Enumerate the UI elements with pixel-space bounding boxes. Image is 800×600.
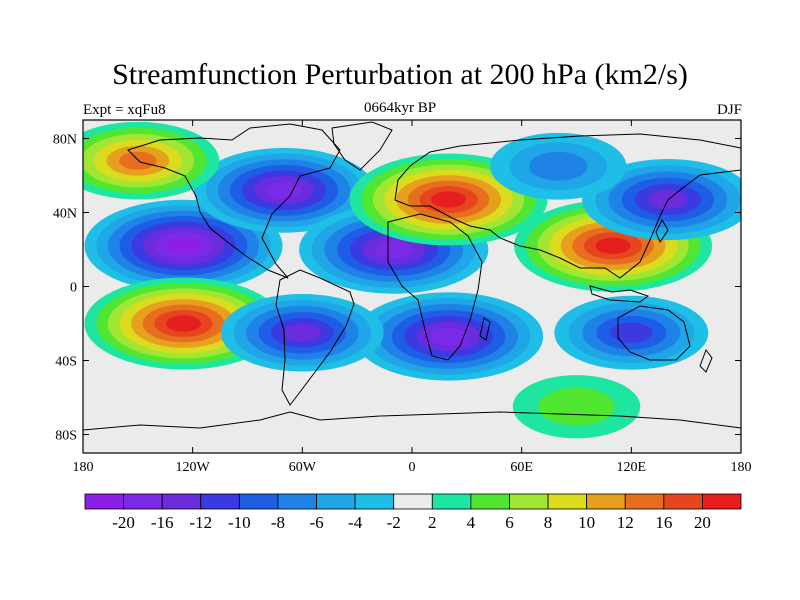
contour-band bbox=[431, 191, 467, 208]
colorbar-label: -10 bbox=[228, 513, 251, 532]
colorbar-swatch bbox=[431, 493, 472, 510]
colorbar-swatch bbox=[200, 493, 240, 510]
anomaly-center bbox=[349, 153, 548, 246]
lat-tick-label: 80N bbox=[53, 133, 77, 148]
colorbar-swatch bbox=[393, 493, 433, 510]
colorbar-swatch bbox=[624, 493, 665, 510]
lon-tick-label: 0 bbox=[409, 460, 416, 475]
map-title: Streamfunction Perturbation at 200 hPa (… bbox=[112, 58, 688, 91]
anomaly-center bbox=[220, 293, 384, 372]
coastline-indonesia bbox=[589, 285, 650, 303]
colorbar-label: -12 bbox=[189, 513, 212, 532]
colorbar-swatch bbox=[470, 493, 510, 510]
contour-band bbox=[429, 327, 468, 346]
colorbar-label: 20 bbox=[694, 513, 711, 532]
contour-band bbox=[528, 151, 588, 181]
colorbar-label: -4 bbox=[348, 513, 363, 532]
anomaly-center bbox=[490, 132, 627, 200]
lon-tick-label: 60E bbox=[510, 460, 533, 475]
coastline-africa bbox=[387, 213, 483, 361]
colorbar-swatch bbox=[586, 493, 626, 510]
coastline-north-america bbox=[127, 123, 341, 279]
contour-band bbox=[166, 315, 201, 332]
lat-tick-label: 0 bbox=[70, 281, 77, 296]
lon-tick-label: 120E bbox=[617, 460, 647, 475]
colorbar-swatch bbox=[123, 493, 163, 510]
contour-band bbox=[374, 240, 413, 259]
anomaly-center bbox=[84, 199, 283, 292]
colorbar-label: -6 bbox=[309, 513, 323, 532]
coastline-south-america bbox=[275, 269, 355, 406]
colorbar-label: 2 bbox=[428, 513, 437, 532]
lat-tick-label: 80S bbox=[55, 429, 77, 444]
colorbar-label: 10 bbox=[578, 513, 595, 532]
lon-tick-label: 120W bbox=[176, 460, 211, 475]
colorbar-swatch bbox=[702, 493, 742, 510]
colorbar-swatch bbox=[238, 493, 279, 510]
colorbar-swatch bbox=[547, 493, 588, 510]
contour-band bbox=[595, 237, 631, 254]
anomaly-center bbox=[83, 121, 220, 200]
contour-band bbox=[166, 237, 201, 254]
colorbar-label: 6 bbox=[505, 513, 514, 532]
colorbar-label: -8 bbox=[271, 513, 285, 532]
anomaly-center bbox=[512, 375, 641, 439]
coastline-antarctica bbox=[83, 411, 741, 431]
lon-tick-label: 180 bbox=[731, 460, 752, 475]
colorbar-swatch bbox=[161, 493, 202, 510]
colorbar-label: -16 bbox=[151, 513, 174, 532]
colorbar-label: 12 bbox=[617, 513, 634, 532]
contour-band bbox=[266, 181, 303, 199]
lat-tick-label: 40S bbox=[55, 355, 77, 370]
colorbar-label: 16 bbox=[655, 513, 672, 532]
contour-band bbox=[610, 322, 653, 343]
anomaly-center bbox=[554, 295, 709, 370]
coastline-australia bbox=[617, 305, 691, 361]
coastlines bbox=[83, 121, 741, 431]
lat-tick-label: 40N bbox=[53, 207, 77, 222]
colorbar-swatch bbox=[354, 493, 395, 510]
colorbar-label: -20 bbox=[112, 513, 135, 532]
colorbar-swatch bbox=[663, 493, 703, 510]
period-label: 0664kyr BP bbox=[363, 100, 437, 116]
map-axes: 180 120W 60W 0 60E 120E 180 80N 40N 0 40S 80S bbox=[53, 120, 752, 475]
anomaly-center bbox=[353, 292, 544, 381]
contour-band bbox=[119, 151, 157, 170]
colorbar-label: 8 bbox=[544, 513, 553, 532]
coastline-greenland bbox=[331, 121, 393, 171]
colorbar-label: -2 bbox=[387, 513, 401, 532]
colorbar: -20 -16 -12 -10 -8 -6 -4 -2 2 4 6 8 10 12 16 20 bbox=[84, 493, 742, 532]
anomaly-center bbox=[299, 205, 489, 294]
colorbar-swatch bbox=[277, 493, 317, 510]
season-label: DJF bbox=[716, 102, 742, 118]
contour-band bbox=[283, 323, 322, 342]
colorbar-label: 4 bbox=[467, 513, 476, 532]
colorbar-swatch bbox=[316, 493, 356, 510]
experiment-label: Expt = xqFu8 bbox=[83, 102, 166, 118]
coastline-new-zealand bbox=[699, 348, 713, 373]
colorbar-swatch bbox=[509, 493, 549, 510]
coastline-eurasia bbox=[394, 133, 741, 279]
colorbar-swatch bbox=[84, 493, 124, 510]
lon-tick-label: 60W bbox=[289, 460, 317, 475]
coastline-madagascar bbox=[479, 317, 491, 341]
contour-field bbox=[83, 121, 741, 439]
lon-tick-label: 180 bbox=[73, 460, 94, 475]
coastline-japan bbox=[655, 218, 669, 244]
contour-band bbox=[538, 387, 615, 426]
anomaly-center bbox=[193, 147, 375, 233]
